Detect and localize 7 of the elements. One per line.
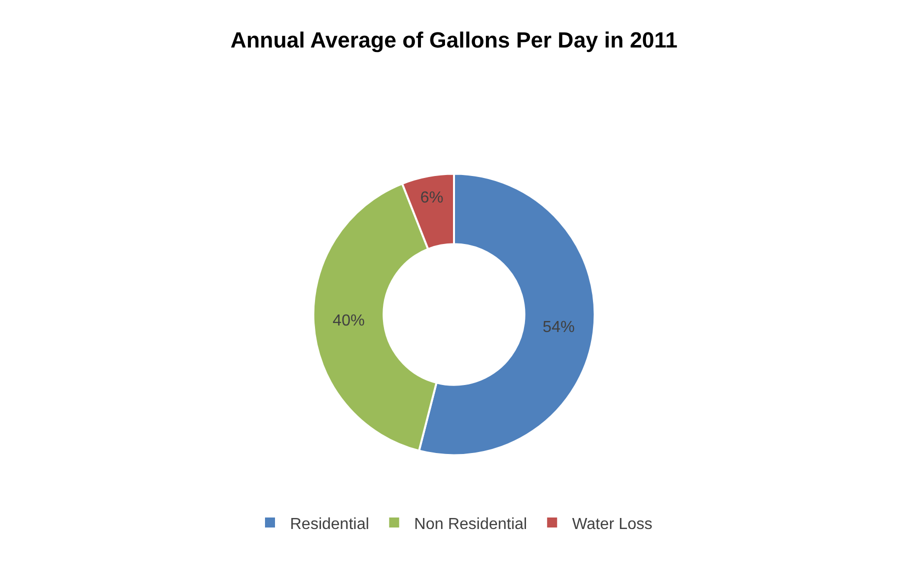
legend-label: Non Residential	[414, 516, 528, 533]
data-label: 54%	[542, 319, 575, 336]
data-label: 40%	[332, 312, 365, 330]
legend-label: Water Loss	[572, 516, 652, 533]
legend-label: Residential	[290, 516, 370, 533]
chart-title: Annual Average of Gallons Per Day in 2011	[230, 28, 678, 53]
data-label: 6%	[420, 190, 444, 207]
